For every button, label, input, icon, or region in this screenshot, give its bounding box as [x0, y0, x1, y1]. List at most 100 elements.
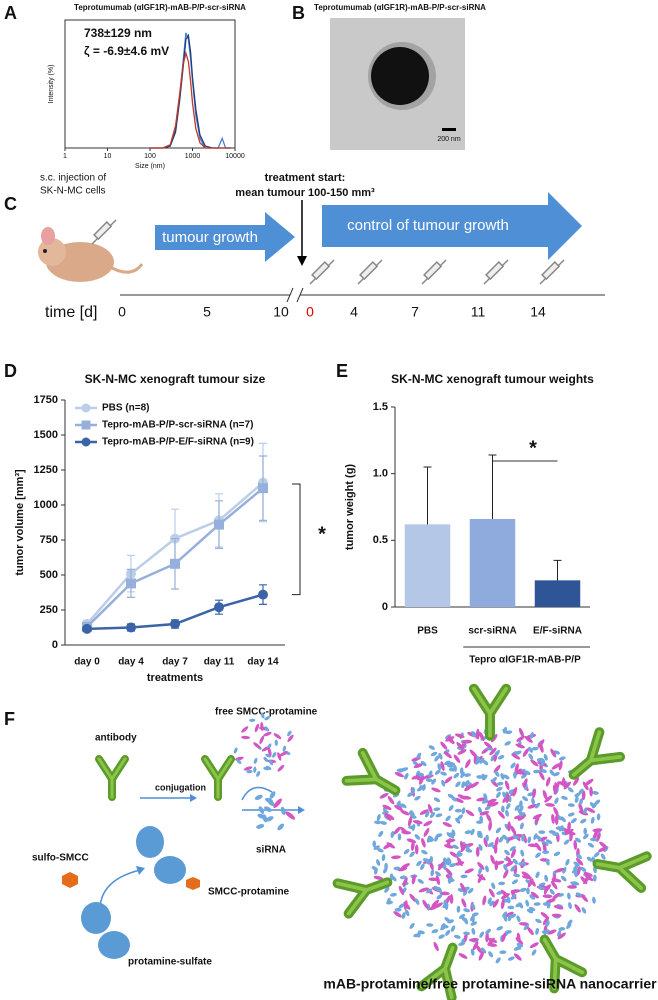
protamine [282, 745, 287, 752]
protamine [567, 803, 575, 807]
sirna [468, 937, 479, 942]
protamine [529, 894, 536, 900]
scheme-label: sulfo-SMCC [32, 853, 89, 864]
marker [82, 623, 92, 634]
sirna [510, 825, 517, 835]
sirna [551, 813, 555, 824]
sirna [527, 804, 537, 809]
protamine [428, 770, 433, 778]
protamine [416, 860, 422, 867]
sirna [273, 733, 282, 740]
protamine [154, 856, 186, 884]
protamine [531, 746, 539, 751]
protamine [570, 881, 577, 886]
protamine [580, 866, 587, 872]
sirna [552, 892, 561, 900]
sirna [454, 733, 465, 738]
protamine [546, 901, 551, 909]
protamine [430, 751, 438, 757]
sirna [259, 735, 265, 745]
protamine [489, 900, 495, 907]
protamine [435, 871, 441, 877]
protamine [498, 836, 504, 843]
protamine [494, 770, 500, 777]
protamine [488, 951, 494, 958]
protamine [553, 771, 560, 777]
protamine [445, 929, 451, 936]
arrow-head [297, 256, 307, 266]
x-tick-label: day 4 [118, 657, 144, 668]
sirna [434, 902, 443, 909]
protamine [371, 866, 379, 871]
protamine [521, 834, 525, 842]
protamine [516, 942, 524, 948]
sirna [279, 751, 288, 757]
sirna [510, 889, 521, 893]
legend-label: Tepro-mAB-P/P-E/F-siRNA (n=9) [102, 437, 254, 448]
sirna [538, 771, 545, 781]
sirna [512, 786, 518, 797]
chart-title: SK-N-MC xenograft tumour weights [391, 372, 594, 386]
sirna [475, 944, 483, 954]
sirna [573, 840, 578, 851]
protamine [434, 755, 440, 762]
protamine [502, 834, 508, 841]
bar [469, 519, 516, 607]
y-tick-label: 0.5 [373, 534, 388, 546]
sirna [394, 772, 404, 778]
protamine [496, 926, 503, 931]
x-axis-label: Size (nm) [135, 163, 165, 170]
protamine [476, 832, 483, 839]
sirna [478, 951, 484, 961]
tick-label: 7 [411, 304, 419, 320]
protamine [428, 835, 434, 842]
protamine [452, 844, 459, 850]
protamine [565, 859, 570, 866]
protamine [507, 956, 515, 961]
y-tick-label: 250 [40, 604, 58, 616]
x-tick-label: PBS [417, 626, 438, 637]
sirna [427, 803, 433, 814]
x-tick-label: E/F-siRNA [533, 626, 582, 637]
sirna [454, 797, 464, 803]
protamine [504, 849, 510, 856]
sirna [423, 827, 430, 837]
protamine [455, 781, 461, 788]
sirna [501, 932, 506, 943]
protamine [233, 747, 238, 754]
sirna [443, 751, 452, 759]
protamine [400, 803, 407, 809]
protamine [446, 763, 454, 768]
protamine [517, 808, 523, 815]
sirna [407, 816, 413, 827]
protamine [579, 798, 583, 806]
protamine [448, 767, 456, 772]
protamine [581, 907, 587, 914]
protamine [476, 820, 484, 824]
sirna [592, 830, 599, 840]
tick-label: 14 [530, 304, 546, 320]
sirna [464, 784, 473, 792]
marker [126, 622, 136, 633]
sirna [394, 805, 403, 811]
protamine [397, 833, 402, 841]
protamine [484, 805, 491, 811]
sirna [500, 889, 509, 898]
sirna [553, 806, 559, 817]
sirna [267, 747, 272, 757]
protamine [570, 818, 577, 824]
protamine [471, 912, 479, 917]
protamine [470, 731, 477, 737]
protamine [485, 834, 489, 842]
sirna [504, 780, 510, 791]
protamine [558, 825, 564, 832]
sirna [505, 793, 510, 804]
protamine [531, 949, 537, 956]
scheme-label: free SMCC-protamine [215, 707, 318, 718]
sirna [475, 846, 480, 857]
protamine [461, 781, 466, 789]
sirna [400, 810, 410, 816]
sirna [428, 877, 439, 882]
sirna [411, 874, 416, 885]
sirna [529, 878, 536, 887]
